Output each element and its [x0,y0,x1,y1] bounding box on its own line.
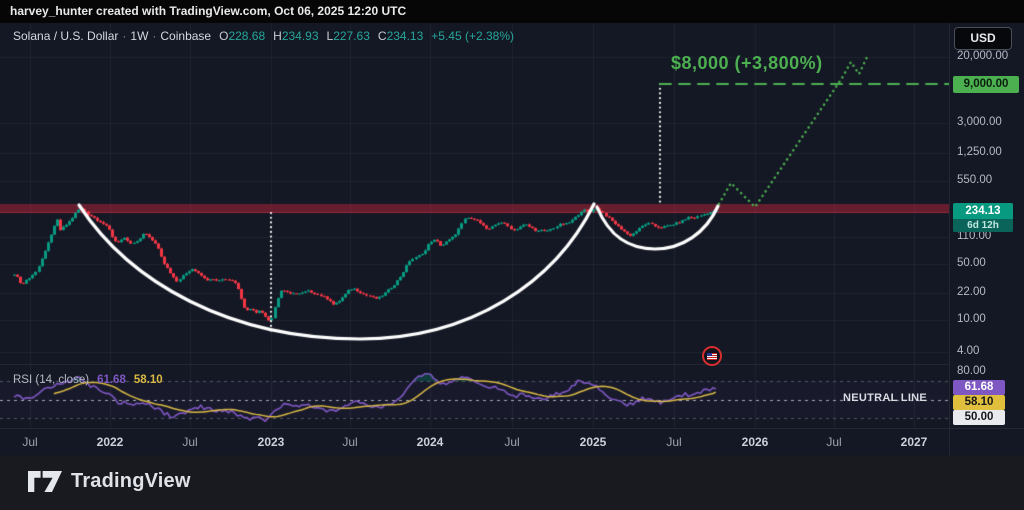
ohlc-key: C [377,29,387,43]
change-value: +5.45 (+2.38%) [431,29,515,43]
rsi-ma-value: 58.10 [133,374,163,386]
separator-dot: · [152,29,157,43]
time-axis-label: 2024 [416,435,444,449]
timeframe-label[interactable]: 1W [130,29,149,43]
symbol-info-row: Solana / U.S. Dollar · 1W · Coinbase O228.68 H… [13,29,514,43]
time-axis-label: 2022 [96,435,124,449]
rsi-axis-label: 80.00 [957,365,986,377]
neutral-line-badge: 50.00 [953,410,1005,425]
time-axis-label: Jul [22,435,38,449]
logo-bar: TradingView [0,455,1024,510]
price-axis-label: 110.00 [957,230,992,243]
rsi-indicator-row: RSI (14, close) 61.68 58.10 [13,374,163,386]
pane-divider[interactable] [0,364,949,365]
price-axis[interactable]: USD 20,000.00 3,000.00 1,250.00 550.00 110.0… [949,23,1024,455]
separator-dot: · [122,29,127,43]
exchange-label[interactable]: Coinbase [160,29,212,43]
rsi-value: 61.68 [97,374,126,386]
neutral-line-label[interactable]: NEUTRAL LINE [843,392,928,404]
us-flag-event-icon[interactable] [702,346,722,366]
price-axis-label: 20,000.00 [957,50,1009,62]
currency-toggle-button[interactable]: USD [954,27,1012,50]
time-axis-label: 2027 [900,435,928,449]
price-axis-label: 22.00 [957,285,986,298]
ohlc-key: L [326,29,334,43]
ohlc-value: 234.13 [386,29,424,43]
us-flag [707,352,717,360]
ohlc-value: 227.63 [333,29,370,43]
ohlc-key: O [219,29,229,43]
current-price-value: 234.13 [965,205,1001,217]
price-target-label[interactable]: $8,000 (+3,800%) [671,53,823,73]
time-axis-label: 2023 [257,435,285,449]
symbol-title[interactable]: Solana / U.S. Dollar [13,29,119,43]
time-axis-label: Jul [504,435,520,449]
price-axis-label: 3,000.00 [957,115,1002,128]
rsi-ma-badge: 58.10 [953,395,1005,410]
bar-countdown: 6d 12h [953,219,1013,232]
time-axis-label: Jul [666,435,682,449]
time-axis-label: 2026 [741,435,769,449]
time-axis-label: Jul [342,435,358,449]
attribution-text: harvey_hunter created with TradingView.c… [10,4,407,18]
rsi-value-badge: 61.68 [953,380,1005,395]
price-axis-label: 10.00 [957,312,986,325]
tradingview-logo[interactable]: TradingView [28,470,191,493]
target-price-badge: 9,000.00 [953,76,1019,93]
time-axis-label: Jul [826,435,842,449]
ohlc-value: 228.68 [228,29,266,43]
price-chart-canvas[interactable] [0,23,949,428]
price-axis-label: 4.00 [957,344,980,357]
price-axis-label: 1,250.00 [957,145,1002,158]
tradingview-logo-text: TradingView [71,470,191,492]
rsi-indicator-title[interactable]: RSI (14, close) [13,374,90,386]
ohlc-value: 234.93 [281,29,319,43]
tradingview-logo-mark [28,471,62,492]
time-axis-label: 2025 [579,435,607,449]
time-axis[interactable]: Jul 2022 Jul 2023 Jul 2024 Jul 2025 Jul 2026 Jul 20… [0,428,1024,455]
price-axis-label: 550.00 [957,174,993,187]
current-price-badge: 234.13 6d 12h [953,203,1013,232]
time-axis-label: Jul [182,435,198,449]
attribution-bar: harvey_hunter created with TradingView.c… [0,0,1024,23]
ohlc-key: H [273,29,282,43]
ohlc-values: O228.68 H234.93 L227.63 C234.13 [211,29,423,43]
price-axis-label: 50.00 [957,257,986,270]
